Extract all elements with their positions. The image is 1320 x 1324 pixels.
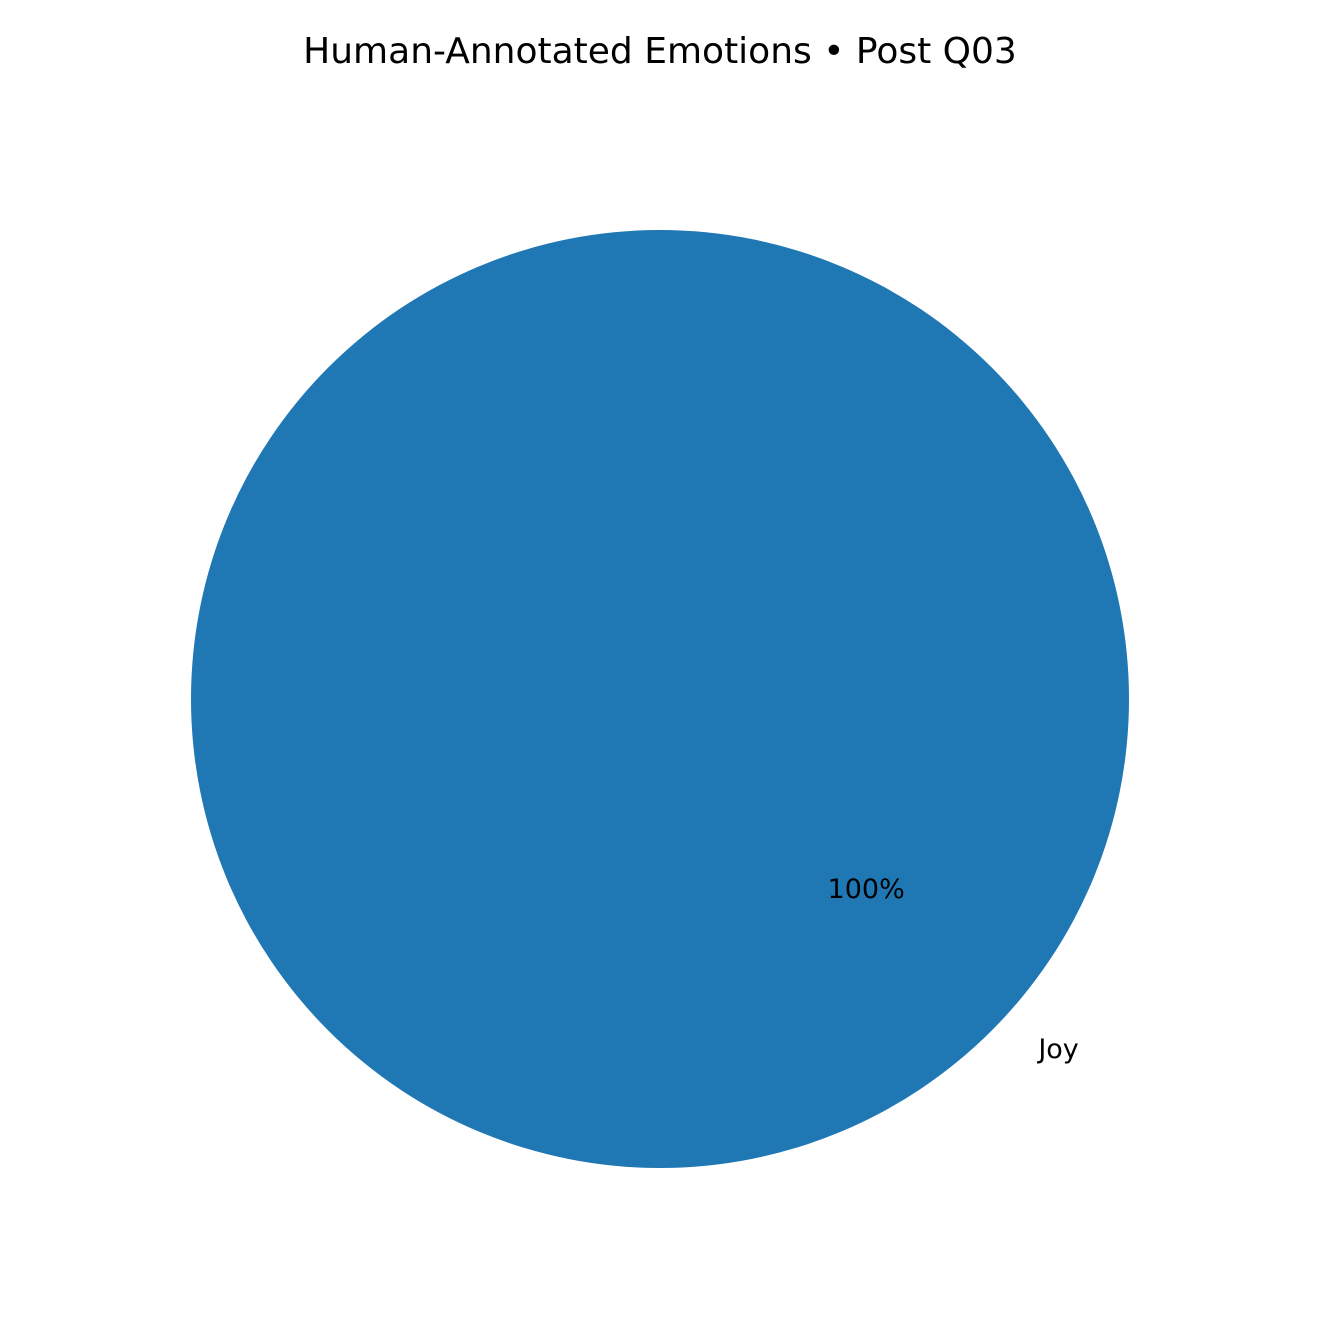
chart-title: Human-Annotated Emotions • Post Q03 <box>303 31 1017 72</box>
labels-layer: 100% Joy <box>828 874 1079 1065</box>
slice-percent-label: 100% <box>828 874 905 905</box>
slice-category-label: Joy <box>1036 1034 1078 1065</box>
slices-layer <box>191 230 1129 1168</box>
pie-slice-joy <box>191 230 1129 1168</box>
